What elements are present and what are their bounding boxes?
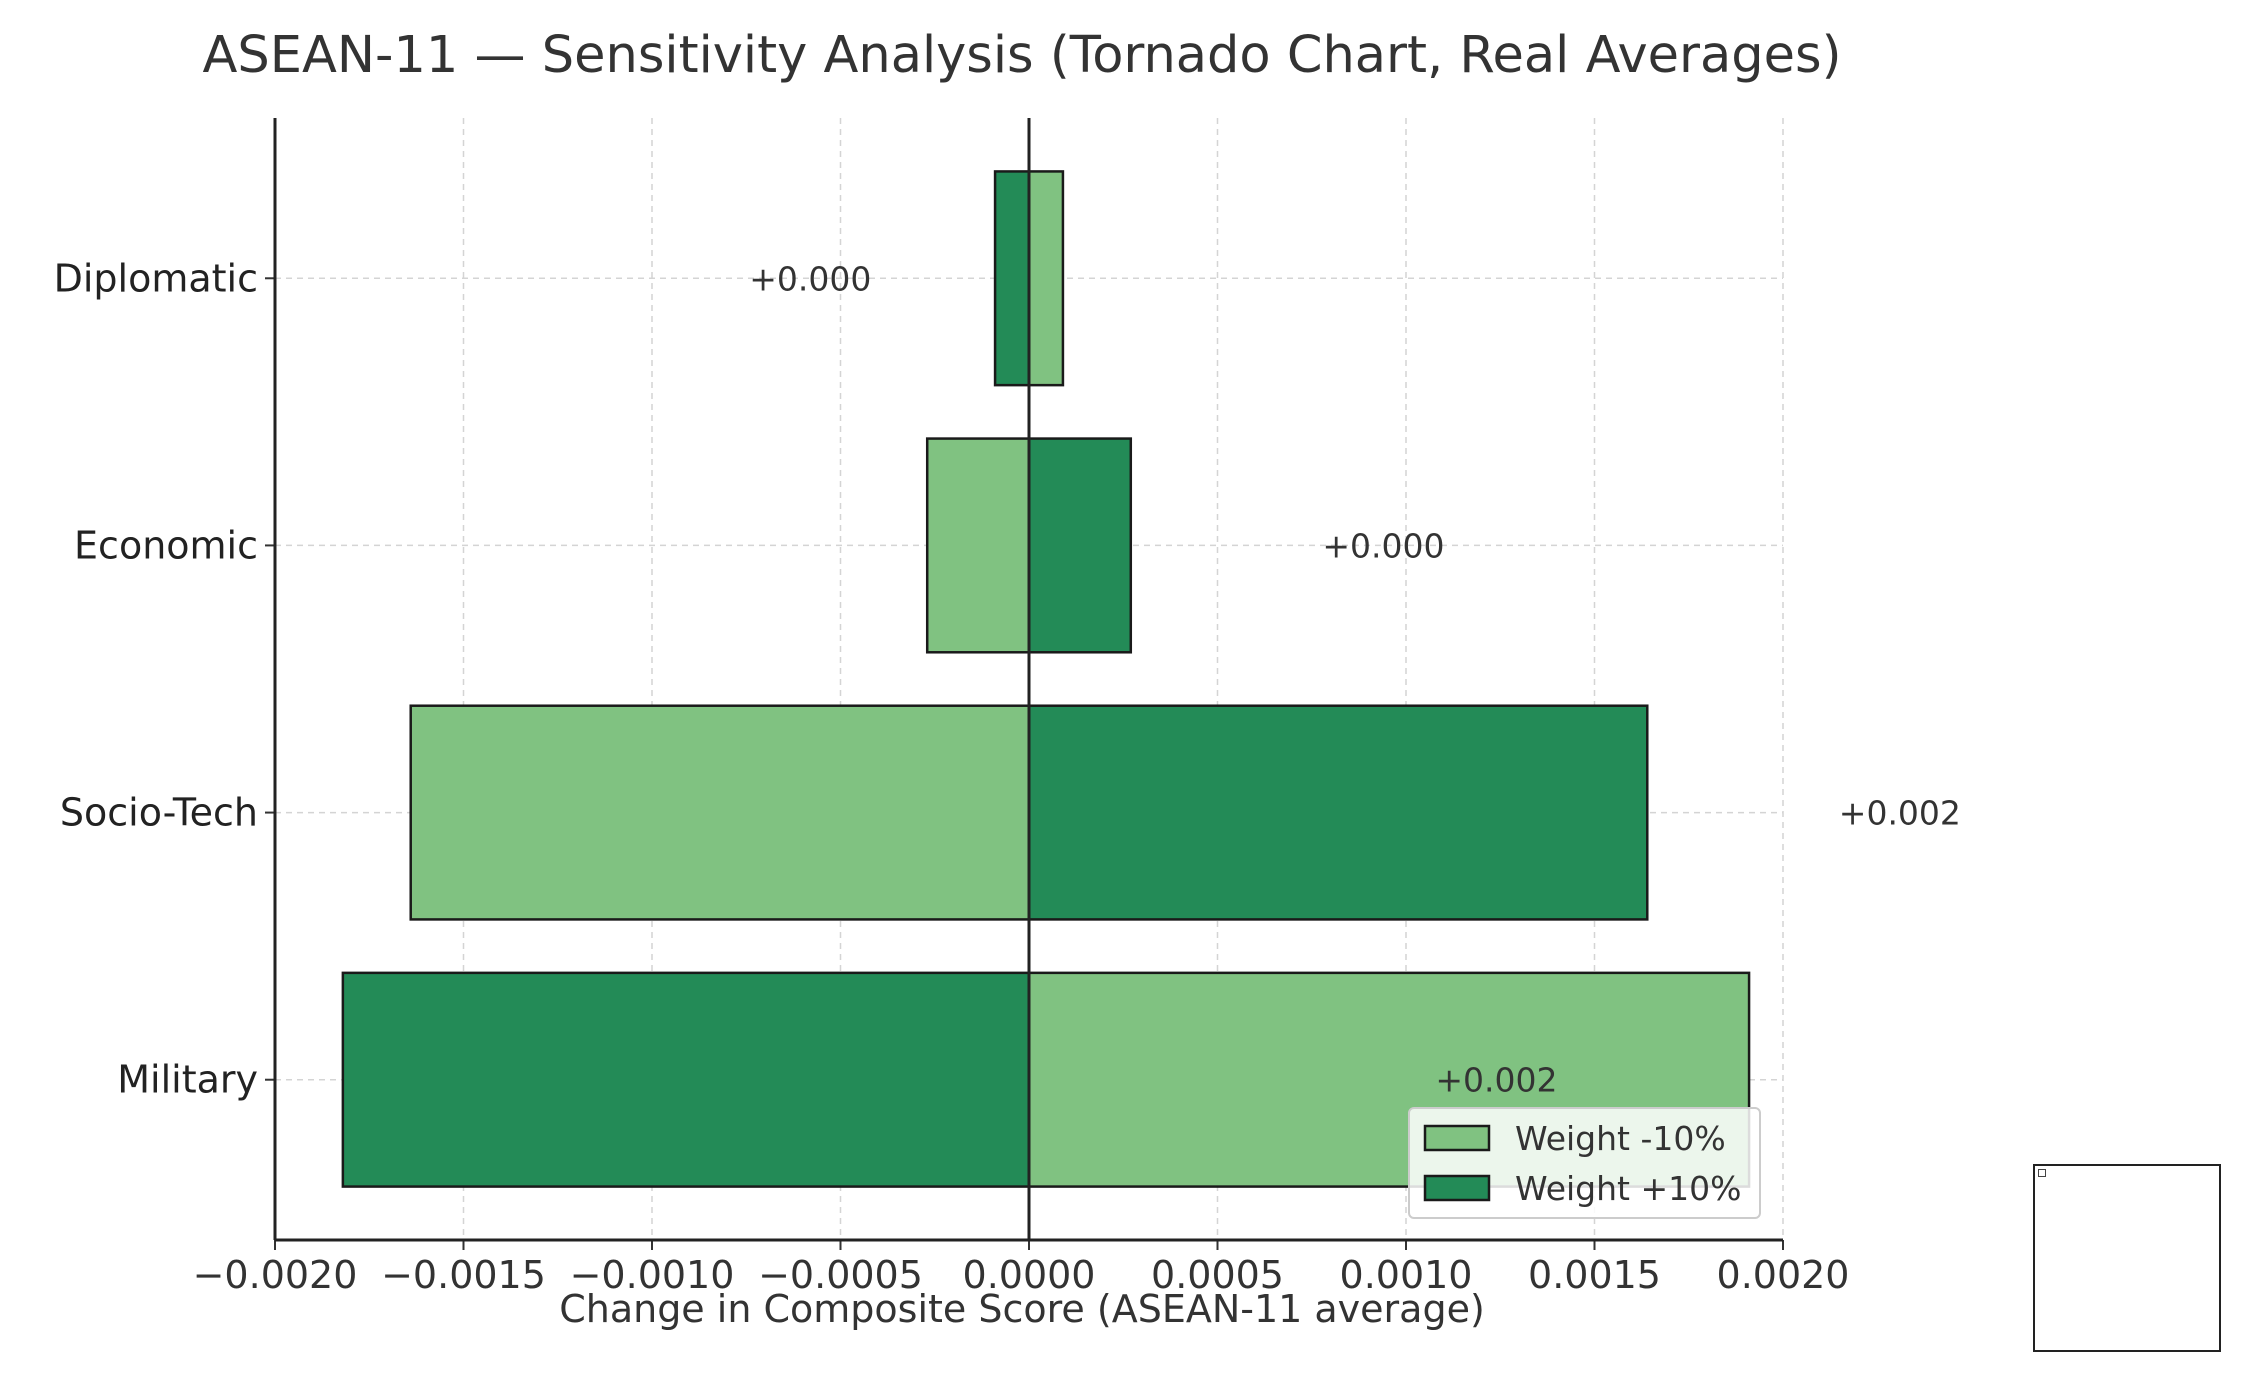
y-tick-label: Economic [74, 523, 258, 567]
x-tick-label: 0.0005 [1151, 1253, 1284, 1297]
y-tick-labels: Diplomatic Economic Socio-Tech Military [54, 256, 258, 1101]
bar-diplomatic-series-2 [993, 170, 1031, 387]
thumbnail-box [2033, 1164, 2221, 1352]
bar-economic-series-2 [1027, 437, 1133, 654]
data-label-diplomatic: +0.000 [749, 259, 871, 298]
data-label-military: +0.002 [1435, 1061, 1557, 1100]
legend-box [1408, 1107, 1761, 1219]
x-tick-label: 0.0010 [1340, 1253, 1473, 1297]
y-tick-label: Military [117, 1058, 258, 1102]
axes [265, 118, 1784, 1250]
x-tick-label: −0.0010 [570, 1253, 735, 1297]
x-tick-label: −0.0020 [193, 1253, 358, 1297]
y-tick-label: Socio-Tech [60, 791, 258, 835]
bar-diplomatic-series-1 [1027, 170, 1065, 387]
chart-title: ASEAN-11 — Sensitivity Analysis (Tornado… [203, 26, 1842, 85]
data-label-socio-tech: +0.002 [1839, 794, 1961, 833]
data-label-economic: +0.000 [1322, 526, 1444, 565]
x-tick-label: 0.0000 [963, 1253, 1096, 1297]
bar-economic-series-1 [925, 437, 1031, 654]
bar-military-series-2 [341, 971, 1031, 1188]
x-tick-labels: −0.0020 −0.0015 −0.0010 −0.0005 0.0000 0.0005… [193, 1253, 1850, 1297]
data-labels: +0.000 +0.000 +0.002 +0.002 [749, 259, 1961, 1099]
x-tick-label: 0.0020 [1717, 1253, 1850, 1297]
x-tick-label: 0.0015 [1528, 1253, 1661, 1297]
legend: Weight -10% Weight +10% [1408, 1107, 1761, 1219]
legend-swatch-1 [1423, 1124, 1491, 1152]
x-tick-label: −0.0005 [758, 1253, 923, 1297]
legend-label-1: Weight -10% [1515, 1119, 1726, 1158]
x-axis-label: Change in Composite Score (ASEAN-11 aver… [559, 1287, 1485, 1331]
legend-swatch-2 [1423, 1174, 1491, 1202]
bar-socio-tech-series-1 [409, 704, 1031, 921]
bars [341, 170, 1751, 1188]
y-tick-label: Diplomatic [54, 256, 258, 300]
x-tick-label: −0.0015 [381, 1253, 546, 1297]
legend-label-2: Weight +10% [1515, 1169, 1741, 1208]
thumbnail-marker [2038, 1169, 2046, 1177]
bar-socio-tech-series-2 [1027, 704, 1649, 921]
